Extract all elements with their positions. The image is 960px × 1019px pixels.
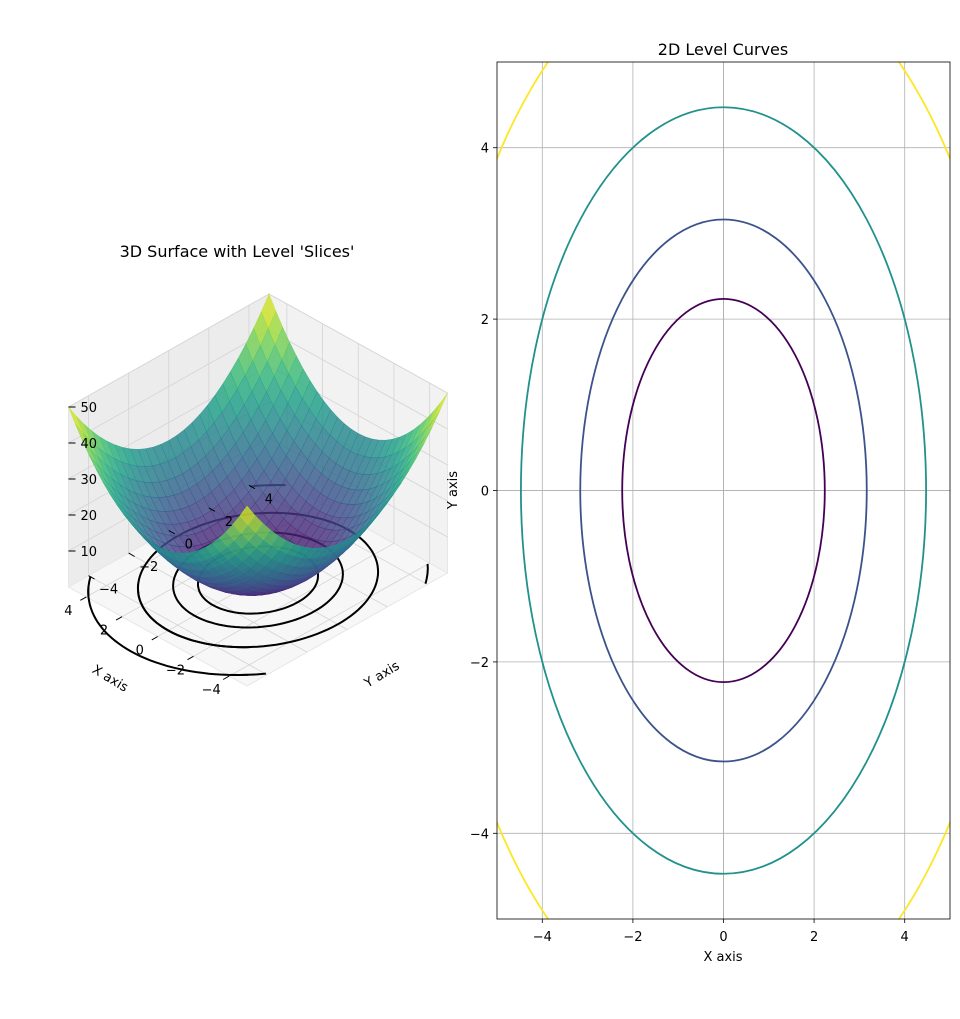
surface-3d-y-tick-label: 0	[185, 538, 193, 553]
surface-3d-z-tick-label: 40	[81, 437, 98, 452]
contour-2d-x-tick-label: −4	[533, 930, 552, 945]
surface-3d-y-tick	[168, 530, 175, 535]
surface-3d-x-tick-label: 4	[64, 604, 72, 619]
contour-2d-title: 2D Level Curves	[658, 40, 788, 59]
surface-3d-y-tick-label: −4	[99, 583, 118, 598]
surface-3d-y-tick-label: 2	[225, 515, 233, 530]
surface-3d-x-tick-label: 0	[136, 644, 144, 659]
surface-mesh	[68, 293, 448, 596]
surface-3d-z-tick-label: 10	[81, 545, 98, 560]
surface-3d-x-tick-label: −4	[202, 683, 221, 698]
surface-3d-y-tick	[88, 575, 95, 580]
contour-2d-x-tick-label: 4	[901, 930, 909, 945]
surface-patch	[239, 505, 255, 525]
surface-3d-x-tick	[80, 596, 87, 601]
level-slices-above	[87, 584, 252, 676]
back-gridline-z	[268, 329, 448, 430]
surface-3d-z-tick-label: 20	[81, 509, 98, 524]
contour-level-40	[497, 62, 950, 919]
contour-2d-y-tick-label: 2	[481, 313, 489, 328]
surface-3d-x-tick-label: −2	[166, 663, 185, 678]
surface-3d-y-axis-label: Y axis	[361, 659, 402, 692]
contour-2d-panel: 2D Level Curves −4 −2 0 2 4 −4 −2 0 2 4 X axis Y …	[446, 40, 951, 965]
surface-3d-axes: −4 −2 0 2 4 −4 −2 0 2 4 10 20 30 40 50	[64, 401, 273, 698]
contour-level-20	[520, 106, 927, 875]
surface-3d-title: 3D Surface with Level 'Slices'	[120, 242, 355, 261]
floor-gridline-y	[128, 552, 308, 653]
surface-3d-y-tick	[208, 507, 216, 512]
surface-3d-x-tick	[115, 616, 123, 621]
surface-3d-panel: 3D Surface with Level 'Slices' −4−2024−4…	[64, 242, 449, 698]
contour-2d-y-tick-label: 4	[481, 142, 489, 157]
surface-3d-x-axis-label: X axis	[89, 663, 130, 696]
contour-2d-y-tick-label: −2	[470, 656, 489, 671]
contour-2d-y-tick-label: −4	[470, 827, 489, 842]
contour-lines	[497, 62, 950, 919]
surface-3d-y-tick-label: 4	[265, 492, 273, 507]
surface-3d-x-tick	[222, 675, 230, 680]
surface-3d-x-tick-label: 2	[100, 624, 108, 639]
contour-level-5	[621, 297, 826, 684]
contour-level-10	[579, 218, 868, 763]
surface-3d-z-tick-label: 50	[81, 401, 98, 416]
level-slice-front	[87, 586, 249, 676]
level-slice-front	[137, 584, 252, 649]
contour-2d-x-tick-label: 2	[810, 930, 818, 945]
surface-3d-y-tick	[248, 484, 256, 490]
surface-3d-y-tick-label: −2	[139, 560, 158, 575]
contour-2d-grid	[497, 62, 950, 919]
floor-gridline-y	[88, 575, 268, 676]
back-gridline-z	[268, 293, 448, 394]
back-gridline-z	[68, 329, 270, 444]
surface-3d-x-tick	[151, 636, 158, 641]
contour-2d-x-tick-label: −2	[623, 930, 642, 945]
contour-2d-y-axis-label: Y axis	[446, 471, 461, 510]
surface-3d-z-tick-label: 30	[81, 473, 98, 488]
contour-2d-y-tick-label: 0	[481, 485, 489, 500]
surface-3d-x-tick	[187, 655, 194, 661]
back-gridline-z	[68, 293, 270, 408]
contour-2d-x-axis-label: X axis	[703, 950, 742, 965]
surface-3d-y-tick	[128, 552, 135, 557]
contour-2d-ticks: −4 −2 0 2 4 −4 −2 0 2 4	[470, 142, 909, 945]
contour-2d-x-tick-label: 0	[719, 930, 727, 945]
